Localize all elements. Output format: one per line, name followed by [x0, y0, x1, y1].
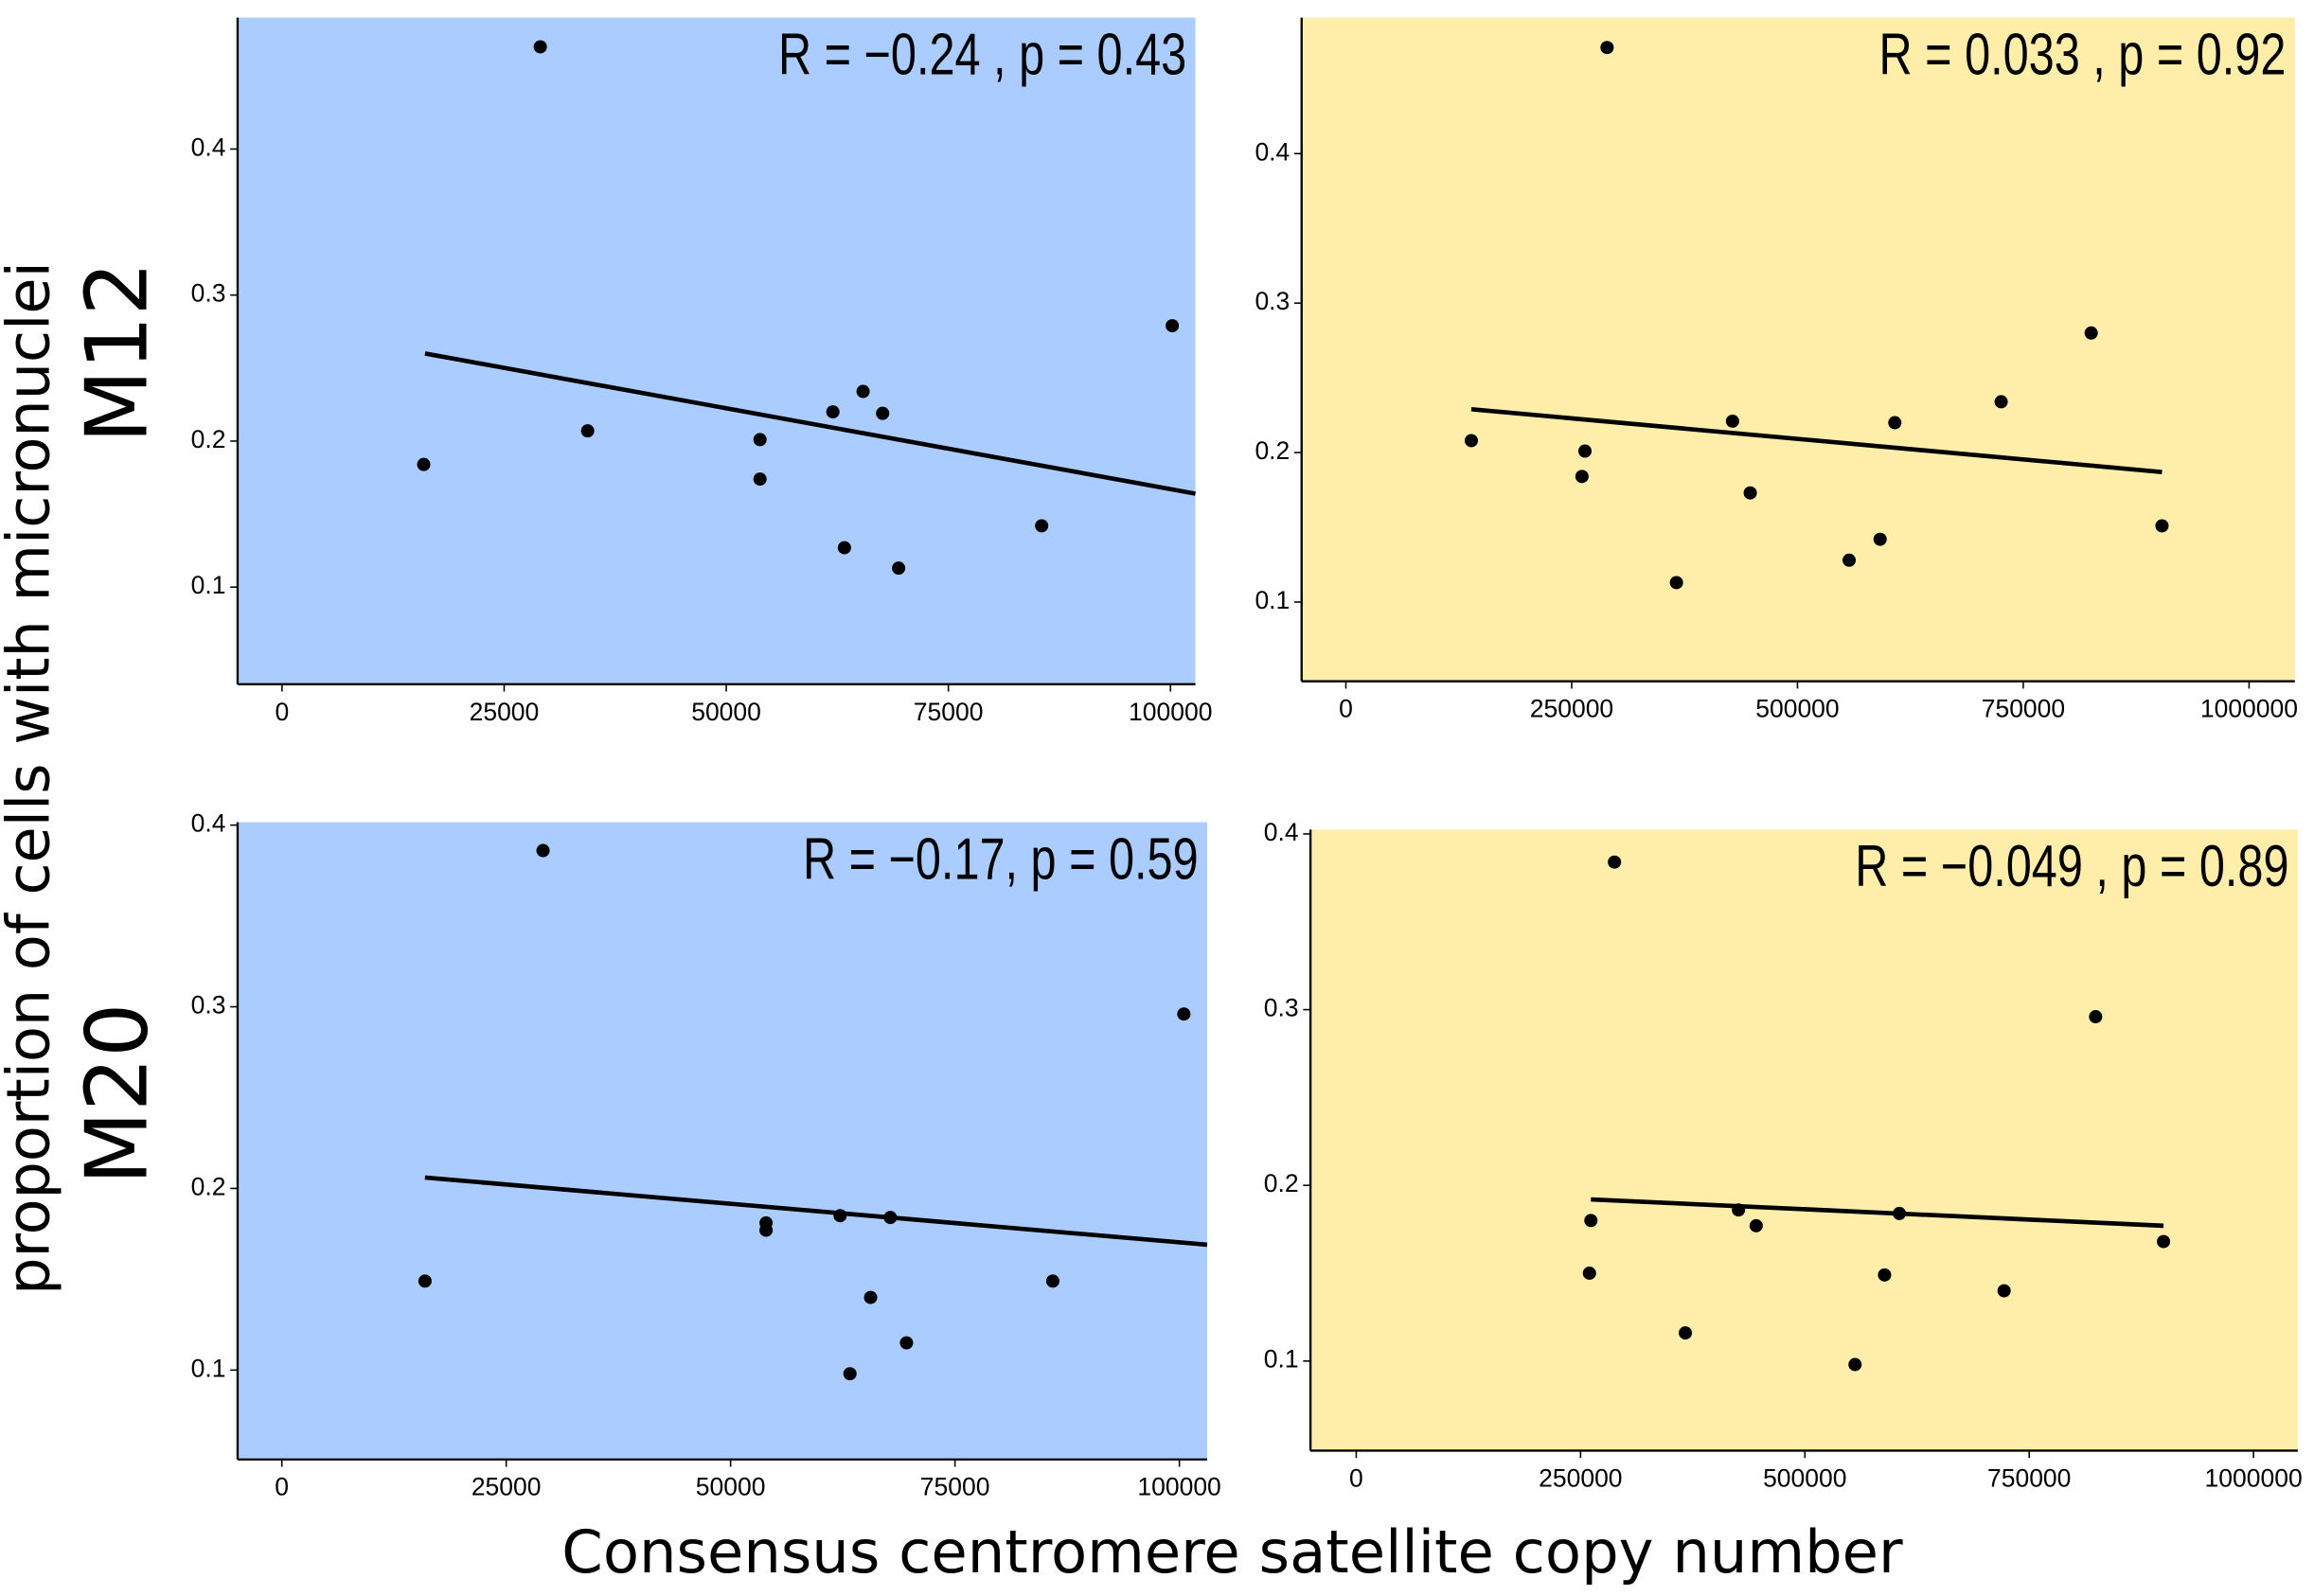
point [2155, 519, 2169, 533]
y-tick-label: 0.3 [191, 991, 226, 1020]
y-tick-label: 0.3 [191, 279, 226, 308]
x-tick-label: 0 [275, 1473, 289, 1501]
point [1743, 486, 1757, 500]
point [1166, 319, 1180, 333]
point [1679, 1326, 1693, 1340]
panel-background [1301, 17, 2295, 682]
point [1177, 1007, 1191, 1021]
point [1035, 519, 1049, 533]
x-tick-label: 500000 [1763, 1463, 1846, 1492]
panel-background [237, 822, 1207, 1460]
point [753, 433, 767, 447]
fit-line [1470, 406, 2163, 474]
annotation: R = −0.049 , p = 0.89 [1855, 834, 2288, 899]
point [2084, 326, 2098, 340]
x-tick-label: 1000000 [2200, 695, 2298, 723]
point [1994, 395, 2008, 409]
x-tick-label: 75000 [914, 698, 984, 726]
point [876, 406, 890, 420]
point [1997, 1284, 2011, 1298]
point [418, 1274, 432, 1288]
panel-background [237, 17, 1196, 684]
point [533, 40, 547, 54]
fit-line [424, 351, 1196, 496]
y-tick-label: 0.2 [1255, 436, 1290, 465]
x-tick-label: 50000 [696, 1473, 766, 1501]
point [1749, 1218, 1763, 1232]
x-tick-label: 0 [1349, 1463, 1363, 1492]
x-tick-label: 25000 [472, 1473, 542, 1501]
y-tick-label: 0.4 [1255, 137, 1290, 166]
point [1608, 855, 1622, 869]
point [863, 1290, 878, 1304]
row-label: M12 [67, 261, 167, 443]
y-tick-label: 0.2 [191, 425, 226, 453]
y-tick-label: 0.3 [1255, 287, 1290, 315]
panel-background [1310, 829, 2298, 1451]
annotation: R = −0.17, p = 0.59 [803, 826, 1199, 892]
point [1575, 470, 1589, 484]
point [2157, 1234, 2171, 1249]
point [759, 1223, 774, 1237]
x-tick-label: 750000 [1982, 695, 2065, 723]
x-tick-label: 0 [275, 698, 289, 726]
point [1878, 1268, 1892, 1282]
point [1582, 1267, 1596, 1280]
point [892, 561, 906, 576]
y-tick-label: 0.3 [1264, 994, 1299, 1022]
y-tick-label: 0.4 [191, 133, 226, 161]
x-tick-label: 0 [1339, 695, 1353, 723]
annotation: R = 0.033 , p = 0.92 [1879, 22, 2287, 87]
point [1600, 41, 1614, 55]
x-tick-label: 100000 [1137, 1473, 1220, 1501]
y-tick-label: 0.1 [1264, 1345, 1299, 1374]
y-tick-label: 0.1 [191, 1354, 226, 1382]
x-tick-label: 75000 [920, 1473, 990, 1501]
row-label: M20 [67, 1003, 167, 1185]
point [1848, 1357, 1862, 1372]
point [1584, 1214, 1598, 1228]
point [1873, 532, 1887, 546]
point [826, 405, 840, 419]
x-tick-label: 50000 [691, 698, 761, 726]
point [1842, 553, 1857, 567]
point [2089, 1010, 2103, 1023]
point [1725, 414, 1739, 428]
fit-line [1591, 1197, 2164, 1229]
point [1577, 444, 1593, 458]
point [856, 384, 870, 399]
point [580, 424, 595, 438]
point [1888, 416, 1902, 430]
point [899, 1336, 914, 1350]
y-tick-label: 0.2 [191, 1172, 226, 1200]
y-tick-label: 0.4 [1264, 818, 1299, 846]
y-tick-label: 0.1 [191, 571, 226, 599]
point [1045, 1274, 1059, 1288]
x-axis-label: Consensus centromere satellite copy numb… [561, 1517, 1903, 1587]
fit-line [424, 1175, 1208, 1248]
x-tick-label: 500000 [1755, 695, 1839, 723]
x-tick-label: 250000 [1530, 695, 1613, 723]
point [753, 472, 767, 487]
x-tick-label: 25000 [470, 698, 540, 726]
point [417, 457, 431, 471]
point [1669, 576, 1683, 590]
point [1464, 434, 1479, 448]
y-tick-label: 0.1 [1255, 586, 1290, 614]
y-tick-label: 0.2 [1264, 1169, 1299, 1197]
point [837, 541, 851, 555]
x-tick-label: 750000 [1987, 1463, 2071, 1492]
point [843, 1367, 857, 1381]
x-tick-label: 250000 [1539, 1463, 1622, 1492]
y-axis-label: proportion of cells with micronuclei [0, 261, 62, 1295]
x-tick-label: 100000 [1129, 698, 1212, 726]
y-tick-label: 0.4 [191, 809, 226, 838]
x-tick-label: 1000000 [2205, 1463, 2303, 1492]
annotation: R = −0.24 , p = 0.43 [778, 22, 1186, 87]
point [536, 843, 550, 858]
